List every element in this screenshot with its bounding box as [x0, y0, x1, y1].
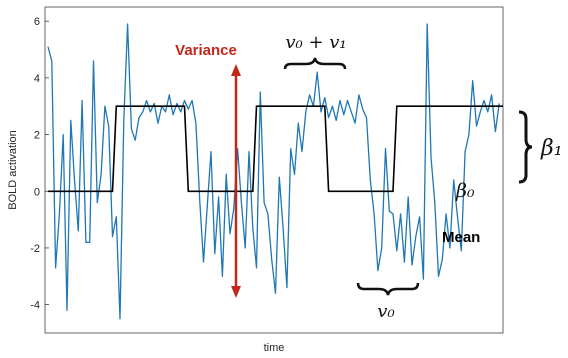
- y-tick-label: 4: [34, 73, 40, 85]
- series-line-true-signal: [48, 105, 503, 193]
- v0-plus-v1-brace: [283, 57, 347, 70]
- v0-brace: [356, 282, 420, 296]
- variance-arrow: [231, 64, 241, 298]
- variance-arrowhead-down: [231, 286, 241, 298]
- mean-label: Mean: [442, 229, 480, 246]
- variance-arrowhead-up: [231, 64, 241, 76]
- series-layer: [47, 23, 503, 320]
- plot-frame: [44, 6, 504, 334]
- y-tick-label: -4: [30, 300, 40, 312]
- y-axis-label: BOLD activation: [7, 130, 19, 209]
- beta0-label: β₀: [455, 180, 475, 202]
- beta1-brace: [518, 110, 533, 184]
- beta1-label: β₁: [540, 136, 563, 161]
- x-axis-label: time: [264, 342, 285, 354]
- y-tick-label: 6: [34, 16, 40, 28]
- y-tick-label: 0: [34, 186, 40, 198]
- y-tick-label: 2: [34, 130, 40, 142]
- y-axis-ticks: 6 4 2 0 -2 -4: [30, 16, 49, 312]
- v0-label: v₀: [377, 301, 394, 322]
- series-line-noisy-signal: [47, 23, 500, 320]
- v0-plus-v1-label: v₀ + v₁: [285, 32, 346, 53]
- y-tick-label: -2: [30, 243, 40, 255]
- variance-label: Variance: [175, 42, 237, 59]
